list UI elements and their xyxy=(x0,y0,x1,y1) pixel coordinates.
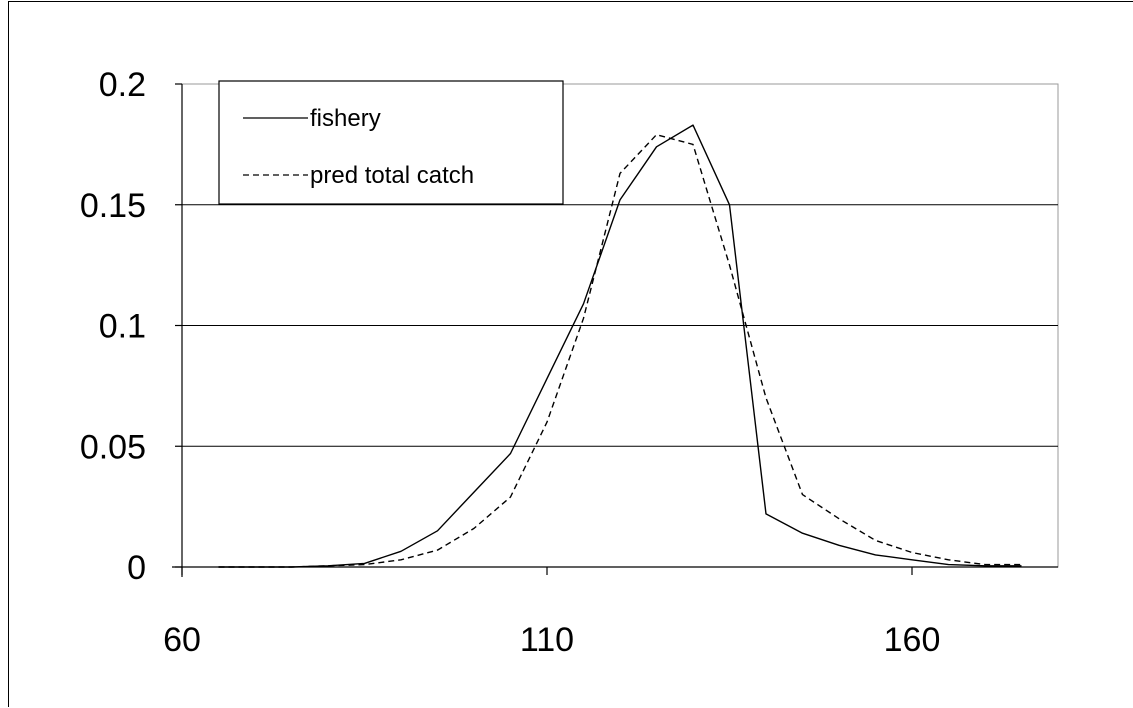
x-tick-labels: 60 110 160 xyxy=(163,621,940,659)
y-tick-label-4: 0.2 xyxy=(99,66,146,104)
legend: fishery pred total catch xyxy=(218,80,564,205)
y-tick-label-0: 0 xyxy=(127,549,146,587)
legend-label-pred-total-catch: pred total catch xyxy=(310,162,474,189)
legend-label-fishery: fishery xyxy=(310,105,381,132)
legend-box xyxy=(218,80,564,205)
series-line-pred-total-catch xyxy=(218,133,1022,568)
y-tick-label-1: 0.05 xyxy=(80,428,146,466)
y-tick-label-2: 0.1 xyxy=(99,308,146,346)
chart-frame xyxy=(8,1,1133,707)
axes xyxy=(172,83,1058,577)
x-tick-label-1: 110 xyxy=(520,621,574,659)
y-tick-labels: 0 0.05 0.1 0.15 0.2 xyxy=(80,66,146,587)
x-tick-label-0: 60 xyxy=(163,621,201,659)
series-line-fishery xyxy=(218,124,1022,568)
x-tick-label-2: 160 xyxy=(884,621,941,659)
series-lines xyxy=(218,124,1022,568)
y-tick-label-3: 0.15 xyxy=(80,187,146,225)
